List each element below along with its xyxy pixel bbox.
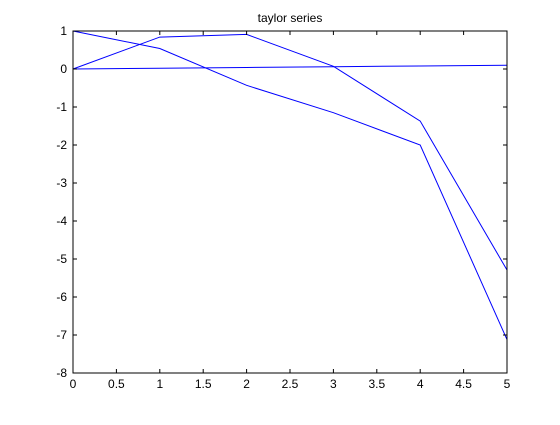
y-axis: 1 0 -1 -2 -3 -4 -5 -6 -7 -8 bbox=[56, 24, 507, 380]
x-tick-label: 0.5 bbox=[108, 377, 125, 391]
series-line-3 bbox=[72, 64, 508, 70]
x-tick-label: 4.5 bbox=[455, 377, 472, 391]
x-tick-label: 0 bbox=[70, 377, 77, 391]
y-tick-label: 0 bbox=[60, 62, 67, 76]
y-tick-label: -1 bbox=[56, 100, 67, 114]
chart-title: taylor series bbox=[258, 11, 323, 25]
y-tick-label: -2 bbox=[56, 138, 67, 152]
series-line-1 bbox=[72, 33, 508, 271]
y-tick-label: -4 bbox=[56, 214, 67, 228]
y-tick-label: -8 bbox=[56, 366, 67, 380]
x-tick-label: 3.5 bbox=[368, 377, 385, 391]
x-tick-label: 2 bbox=[243, 377, 250, 391]
y-tick-label: 1 bbox=[60, 24, 67, 38]
x-tick-label: 1 bbox=[156, 377, 163, 391]
x-tick-label: 1.5 bbox=[195, 377, 212, 391]
x-tick-label: 2.5 bbox=[282, 377, 299, 391]
x-tick-label: 5 bbox=[504, 377, 511, 391]
y-tick-label: -7 bbox=[56, 328, 67, 342]
series-line-2 bbox=[72, 30, 508, 340]
y-tick-label: -5 bbox=[56, 252, 67, 266]
y-tick-label: -6 bbox=[56, 290, 67, 304]
x-tick-label: 4 bbox=[417, 377, 424, 391]
y-tick-label: -3 bbox=[56, 176, 67, 190]
x-tick-label: 3 bbox=[330, 377, 337, 391]
series-layer bbox=[72, 30, 508, 340]
plot-area bbox=[73, 31, 507, 373]
x-axis: 0 0.5 1 1.5 2 2.5 3 3.5 4 4.5 5 bbox=[70, 31, 511, 391]
